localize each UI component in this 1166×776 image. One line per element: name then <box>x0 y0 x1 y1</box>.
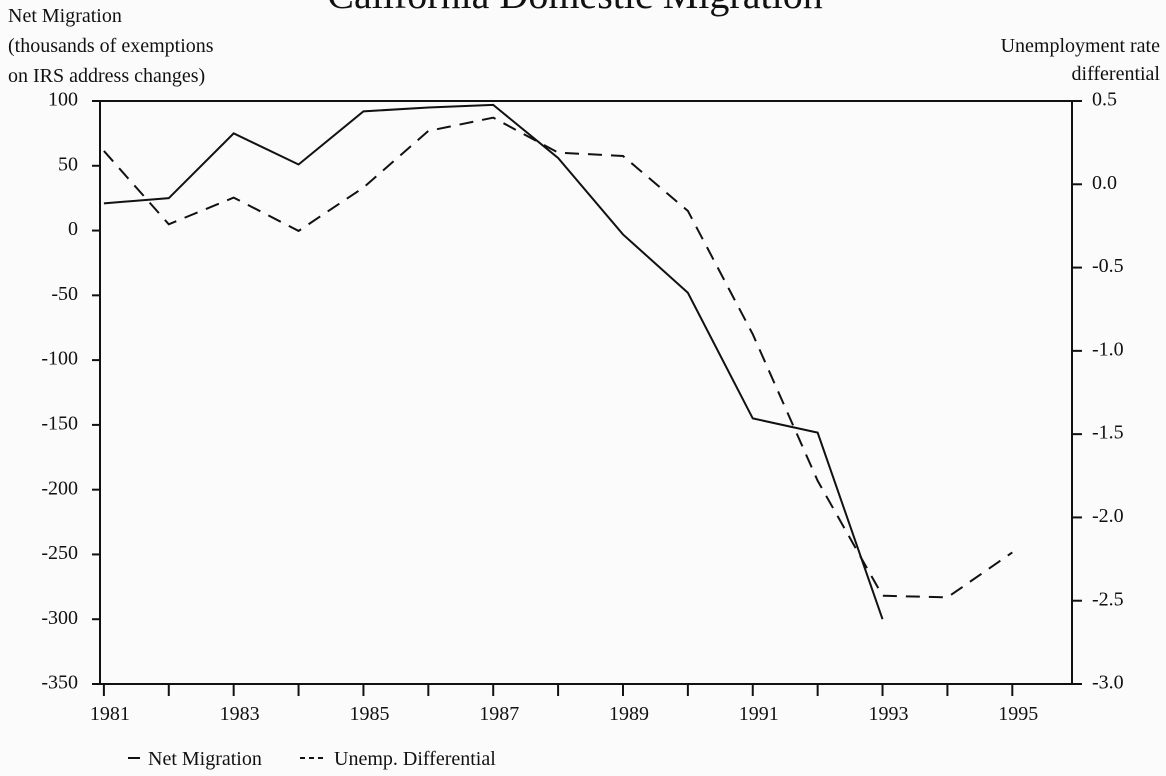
y2-tick-label: 0.0 <box>1092 172 1117 194</box>
legend-label: Unemp. Differential <box>334 748 496 770</box>
y-tick-label: -350 <box>41 672 78 694</box>
y-tick-label: 50 <box>58 153 78 175</box>
x-tick-label: 1983 <box>220 703 260 725</box>
chart-title: California Domestic Migration <box>327 0 822 17</box>
series-line <box>103 116 1013 599</box>
plot-frame <box>99 100 1073 685</box>
y-axis-label: Net Migration <box>8 5 122 27</box>
y-tick-label: 100 <box>48 89 78 111</box>
y2-tick-label: -0.5 <box>1092 255 1124 277</box>
y-tick-label: -150 <box>41 412 78 434</box>
x-tick-label: 1989 <box>609 703 649 725</box>
x-tick-label: 1995 <box>998 703 1038 725</box>
y2-axis-label: differential <box>1072 63 1161 85</box>
x-tick-label: 1991 <box>739 703 779 725</box>
y2-axis-label: Unemployment rate <box>1001 35 1161 57</box>
y-tick-label: -250 <box>41 542 78 564</box>
x-tick-label: 1985 <box>349 703 389 725</box>
y2-tick-label: -3.0 <box>1092 672 1124 694</box>
y-tick-label: -300 <box>41 607 78 629</box>
y2-tick-label: -2.5 <box>1092 588 1124 610</box>
y-axis-label: on IRS address changes) <box>8 65 205 87</box>
y2-tick-label: -1.0 <box>1092 338 1124 360</box>
y-axis-label: (thousands of exemptions <box>8 35 214 57</box>
x-tick-label: 1993 <box>869 703 909 725</box>
y-tick-label: -100 <box>41 348 78 370</box>
y2-tick-label: -2.0 <box>1092 505 1124 527</box>
y2-tick-label: -1.5 <box>1092 422 1124 444</box>
y-tick-label: -50 <box>51 283 78 305</box>
x-tick-label: 1981 <box>90 703 130 725</box>
series-line <box>103 103 884 620</box>
y-tick-label: 0 <box>68 218 78 240</box>
x-tick-label: 1987 <box>479 703 519 725</box>
y-tick-label: -200 <box>41 477 78 499</box>
y2-tick-label: 0.5 <box>1092 89 1117 111</box>
legend-label: Net Migration <box>148 748 262 770</box>
